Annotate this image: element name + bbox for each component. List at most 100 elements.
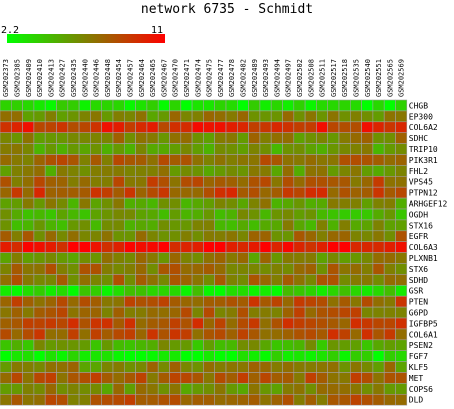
heatmap-cell bbox=[78, 186, 91, 199]
heatmap-cell bbox=[361, 350, 374, 362]
heatmap-cell bbox=[101, 284, 114, 297]
heatmap-cell bbox=[67, 383, 80, 395]
heatmap-cell bbox=[33, 317, 46, 330]
heatmap-cell bbox=[259, 176, 272, 188]
column-label: GSM202535 bbox=[352, 59, 360, 97]
heatmap-cell bbox=[78, 263, 91, 275]
heatmap-cell bbox=[259, 317, 272, 330]
heatmap-cell bbox=[33, 99, 46, 112]
heatmap-cell bbox=[248, 208, 261, 221]
heatmap-cell bbox=[135, 132, 148, 144]
heatmap-cell bbox=[180, 383, 193, 395]
heatmap-cell bbox=[237, 132, 249, 144]
heatmap-cell bbox=[349, 208, 362, 221]
heatmap-cell bbox=[90, 241, 103, 253]
heatmap-cell bbox=[270, 186, 283, 199]
heatmap-cell bbox=[383, 143, 396, 155]
heatmap-cell bbox=[349, 328, 362, 341]
heatmap-cell bbox=[124, 121, 136, 134]
heatmap-cell bbox=[383, 219, 396, 232]
heatmap-cell bbox=[361, 219, 374, 232]
heatmap-cell bbox=[56, 143, 69, 155]
heatmap-cell bbox=[225, 306, 238, 319]
heatmap-cell bbox=[237, 284, 249, 297]
heatmap-cell bbox=[157, 263, 170, 275]
heatmap-cell bbox=[304, 284, 317, 297]
heatmap-cell bbox=[44, 110, 57, 123]
heatmap-cell bbox=[225, 350, 238, 362]
heatmap-cell bbox=[0, 263, 12, 275]
heatmap-cell bbox=[361, 121, 374, 134]
heatmap-cell bbox=[248, 339, 261, 351]
heatmap-cell bbox=[372, 154, 385, 166]
heatmap-cell bbox=[180, 197, 193, 210]
heatmap-cell bbox=[338, 284, 351, 297]
heatmap-cell bbox=[316, 295, 328, 308]
heatmap-cell bbox=[282, 154, 295, 166]
heatmap-cell bbox=[78, 208, 91, 221]
heatmap-cell bbox=[44, 263, 57, 275]
heatmap-cell bbox=[395, 165, 408, 177]
heatmap-cell bbox=[372, 350, 385, 362]
heatmap-cell bbox=[146, 121, 159, 134]
heatmap-cell bbox=[0, 317, 12, 330]
heatmap-cell bbox=[101, 306, 114, 319]
heatmap-cell bbox=[78, 219, 91, 232]
heatmap-cell bbox=[214, 284, 227, 297]
heatmap-cell bbox=[44, 350, 57, 362]
heatmap-cell bbox=[157, 230, 170, 243]
heatmap-cell bbox=[101, 328, 114, 341]
heatmap-cell bbox=[259, 361, 272, 373]
heatmap-cell bbox=[124, 186, 136, 199]
heatmap-cell bbox=[78, 274, 91, 286]
heatmap-cell bbox=[225, 393, 238, 406]
heatmap-cell bbox=[44, 317, 57, 330]
heatmap-cell bbox=[22, 317, 35, 330]
heatmap-cell bbox=[180, 372, 193, 384]
row-label: SDHC bbox=[409, 134, 428, 143]
heatmap-cell bbox=[225, 241, 238, 253]
heatmap-cell bbox=[78, 383, 91, 395]
heatmap-cell bbox=[203, 208, 215, 221]
column-label: GSM202373 bbox=[2, 59, 10, 97]
heatmap-cell bbox=[135, 143, 148, 155]
heatmap-cell bbox=[146, 143, 159, 155]
heatmap-cell bbox=[270, 99, 283, 112]
heatmap-cell bbox=[395, 121, 408, 134]
heatmap-cell bbox=[372, 284, 385, 297]
heatmap-cell bbox=[282, 241, 295, 253]
heatmap-cell bbox=[372, 208, 385, 221]
heatmap-cell bbox=[0, 241, 12, 253]
heatmap-cell bbox=[146, 241, 159, 253]
heatmap-cell bbox=[169, 143, 182, 155]
heatmap-cell bbox=[316, 176, 328, 188]
heatmap-cell bbox=[316, 110, 328, 123]
heatmap-cell bbox=[282, 208, 295, 221]
heatmap-cell bbox=[293, 165, 306, 177]
heatmap-cell bbox=[169, 219, 182, 232]
heatmap-cell bbox=[383, 165, 396, 177]
heatmap-cell bbox=[67, 121, 80, 134]
row-label: COL6A2 bbox=[409, 123, 438, 132]
heatmap-cell bbox=[33, 372, 46, 384]
heatmap-cell bbox=[90, 328, 103, 341]
heatmap-cell bbox=[225, 132, 238, 144]
heatmap-cell bbox=[101, 263, 114, 275]
heatmap-cell bbox=[0, 208, 12, 221]
heatmap-cell bbox=[0, 350, 12, 362]
column-label: GSM202410 bbox=[36, 59, 44, 97]
heatmap-cell bbox=[101, 208, 114, 221]
heatmap-cell bbox=[248, 361, 261, 373]
heatmap-cell bbox=[282, 219, 295, 232]
heatmap-cell bbox=[282, 328, 295, 341]
heatmap-cell bbox=[395, 372, 408, 384]
heatmap-cell bbox=[316, 197, 328, 210]
heatmap-cell bbox=[327, 110, 340, 123]
heatmap-cell bbox=[248, 219, 261, 232]
heatmap-cell bbox=[22, 274, 35, 286]
heatmap-cell bbox=[293, 284, 306, 297]
heatmap-cell bbox=[191, 121, 204, 134]
heatmap-cell bbox=[237, 339, 249, 351]
heatmap-cell bbox=[67, 339, 80, 351]
heatmap-cell bbox=[157, 328, 170, 341]
